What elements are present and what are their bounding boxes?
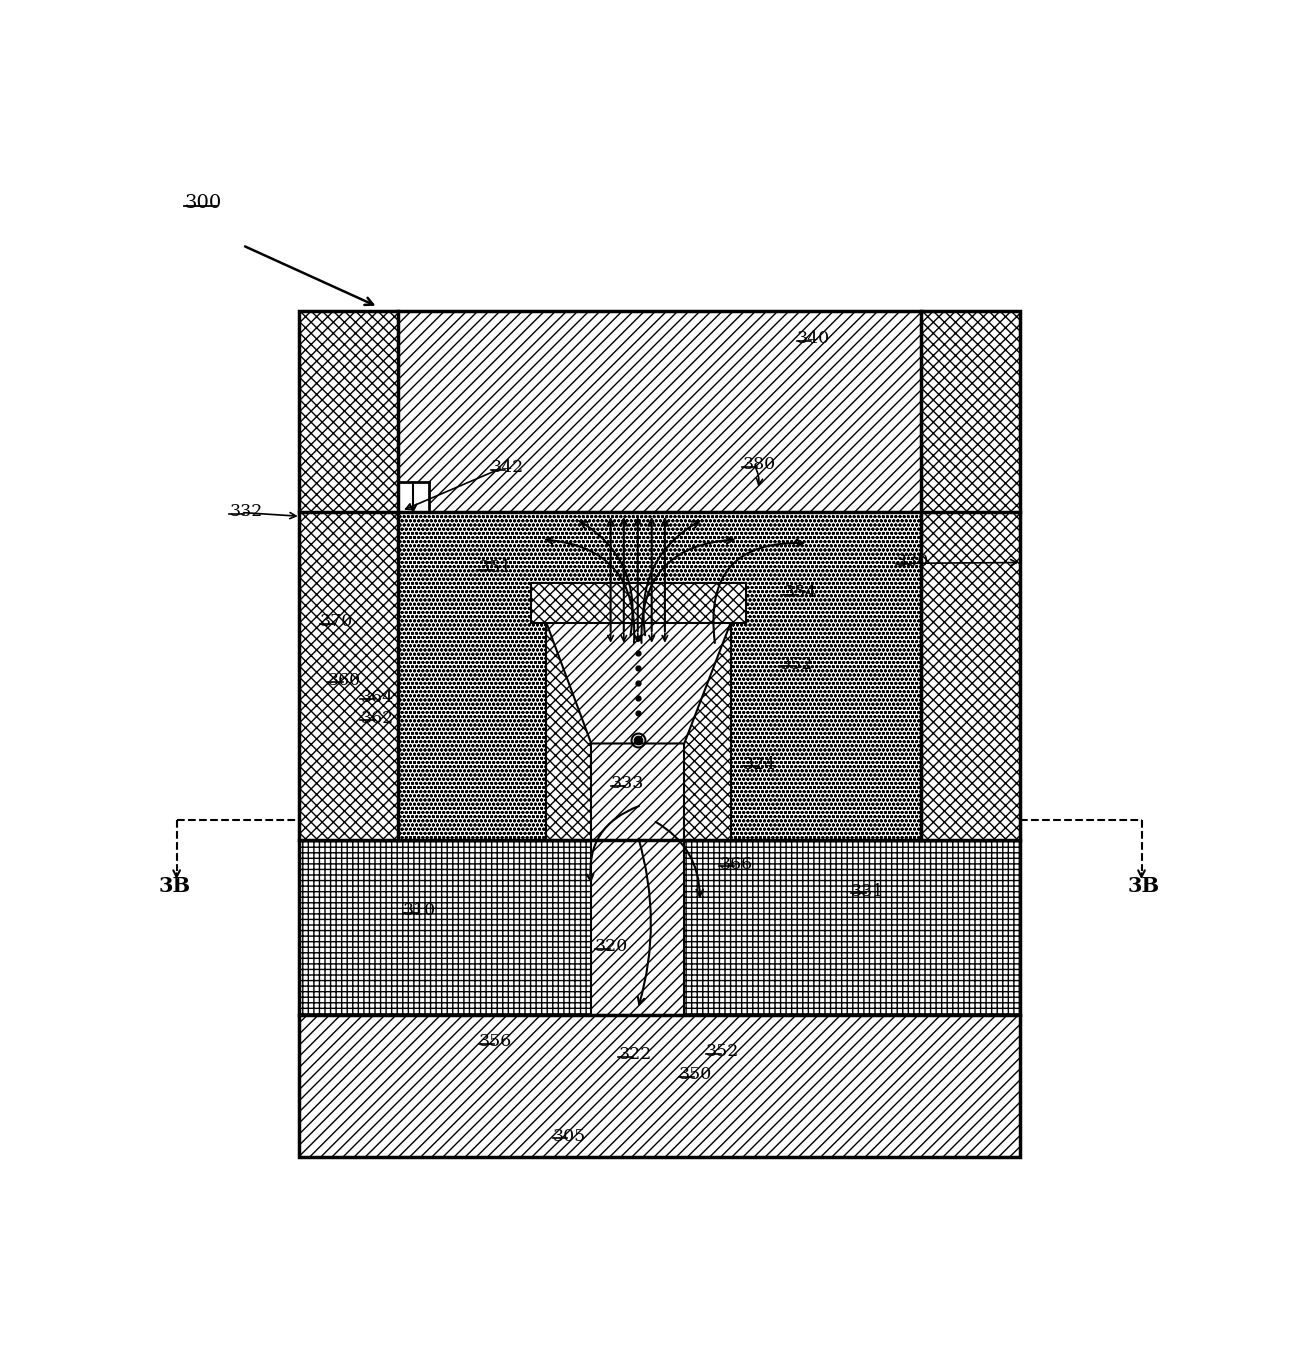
- Text: 380: 380: [742, 457, 776, 473]
- Text: 324: 324: [742, 755, 776, 773]
- Text: 3B: 3B: [159, 875, 191, 896]
- Text: 305: 305: [553, 1128, 585, 1144]
- Text: 352: 352: [706, 1043, 740, 1061]
- Bar: [397, 512, 920, 840]
- Text: 364: 364: [361, 689, 393, 705]
- Bar: [299, 311, 397, 512]
- Text: 354: 354: [784, 584, 817, 601]
- Bar: [531, 584, 746, 623]
- Polygon shape: [547, 623, 731, 743]
- Bar: [592, 743, 684, 1016]
- Bar: [547, 623, 593, 840]
- Bar: [299, 840, 1020, 1016]
- Text: 352: 352: [780, 655, 813, 673]
- Bar: [299, 1016, 1020, 1156]
- Bar: [920, 311, 1020, 512]
- Bar: [299, 512, 397, 840]
- Text: 331: 331: [851, 882, 884, 900]
- Bar: [682, 623, 731, 840]
- Text: 370: 370: [320, 613, 353, 631]
- Bar: [397, 311, 920, 512]
- Text: 333: 333: [611, 775, 644, 792]
- Text: 3B: 3B: [1128, 875, 1160, 896]
- Text: 310: 310: [403, 902, 436, 919]
- Bar: [397, 482, 428, 512]
- Bar: [397, 482, 428, 512]
- Bar: [920, 512, 1020, 840]
- Text: 362: 362: [361, 709, 393, 727]
- Text: 342: 342: [491, 459, 523, 477]
- Text: 340: 340: [797, 330, 830, 347]
- Text: 332: 332: [229, 503, 263, 520]
- Bar: [299, 311, 1020, 1156]
- Text: 300: 300: [184, 195, 222, 212]
- Text: 360: 360: [327, 671, 361, 689]
- Text: 351: 351: [480, 559, 512, 577]
- Text: 366: 366: [719, 857, 753, 873]
- Text: 320: 320: [596, 939, 628, 955]
- Text: 350: 350: [679, 1066, 712, 1084]
- Text: 330: 330: [896, 554, 929, 570]
- Text: 322: 322: [619, 1046, 652, 1063]
- Text: 356: 356: [480, 1034, 512, 1050]
